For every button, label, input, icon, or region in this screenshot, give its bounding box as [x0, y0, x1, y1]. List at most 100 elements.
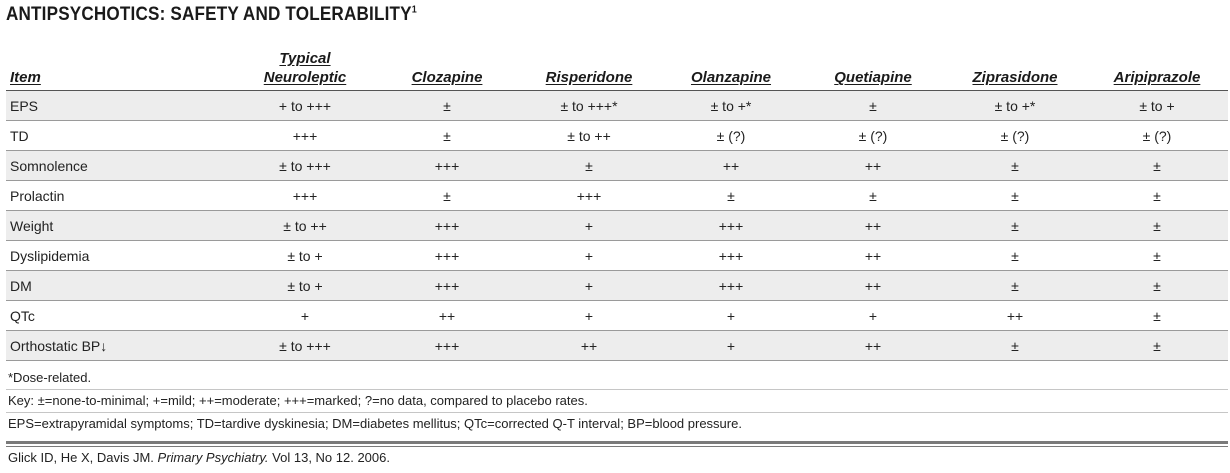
table-cell: + [518, 300, 660, 331]
table-cell: ± [944, 240, 1086, 271]
table-cell: ± [660, 180, 802, 211]
table-row: TD +++ ± ± to ++ ± (?) ± (?) ± (?) ± (?) [6, 120, 1228, 151]
table-cell: + [660, 330, 802, 361]
row-item-label: Somnolence [6, 150, 234, 181]
table-cell: ± [1086, 150, 1228, 181]
table-cell: ± to + [234, 270, 376, 301]
table-cell: ++ [802, 210, 944, 241]
table-cell: ± to ++ [518, 120, 660, 151]
table-cell: ± to +++ [234, 150, 376, 181]
header-typical-neuroleptic: Typical Neuroleptic [234, 38, 376, 91]
row-item-label: TD [6, 120, 234, 151]
table-cell: ± (?) [944, 120, 1086, 151]
table-cell: +++ [234, 180, 376, 211]
table-cell: ± [944, 180, 1086, 211]
table-cell: +++ [376, 270, 518, 301]
row-item-label: Orthostatic BP↓ [6, 330, 234, 361]
table-cell: +++ [376, 210, 518, 241]
table-title: ANTIPSYCHOTICS: SAFETY AND TOLERABILITY1 [6, 4, 417, 26]
header-olanzapine: Olanzapine [660, 38, 802, 91]
table-cell: ± [944, 270, 1086, 301]
header-row: Item Typical Neuroleptic Clozapine Risper… [6, 38, 1228, 91]
row-item-label: QTc [6, 300, 234, 331]
table-cell: ++ [802, 330, 944, 361]
table-cell: + [518, 210, 660, 241]
table-cell: +++ [660, 210, 802, 241]
table-cell: ± [944, 150, 1086, 181]
table-row: Somnolence ± to +++ +++ ± ++ ++ ± ± [6, 150, 1228, 181]
table-cell: ± to +* [944, 90, 1086, 121]
header-aripiprazole: Aripiprazole [1086, 38, 1228, 91]
citation: Glick ID, He X, Davis JM. Primary Psychi… [6, 447, 1228, 469]
table-cell: ± [802, 180, 944, 211]
table-cell: + [518, 270, 660, 301]
table-cell: ± [1086, 240, 1228, 271]
note-dose-related: *Dose-related. [6, 367, 1228, 390]
header-quetiapine: Quetiapine [802, 38, 944, 91]
table-cell: +++ [234, 120, 376, 151]
safety-table: Item Typical Neuroleptic Clozapine Risper… [6, 38, 1228, 361]
table-row: QTc + ++ + + + ++ ± [6, 300, 1228, 331]
table-cell: +++ [376, 330, 518, 361]
row-item-label: Dyslipidemia [6, 240, 234, 271]
table-cell: ± [802, 90, 944, 121]
table-cell: ++ [802, 270, 944, 301]
table-cell: + [234, 300, 376, 331]
table-cell: ± [518, 150, 660, 181]
table-cell: +++ [376, 150, 518, 181]
table-row: Dyslipidemia ± to + +++ + +++ ++ ± ± [6, 240, 1228, 271]
table-cell: +++ [660, 270, 802, 301]
title-text: ANTIPSYCHOTICS: SAFETY AND TOLERABILITY [6, 4, 412, 25]
table-cell: ± to +++* [518, 90, 660, 121]
row-item-label: DM [6, 270, 234, 301]
table-cell: ++ [376, 300, 518, 331]
table-row: Weight ± to ++ +++ + +++ ++ ± ± [6, 210, 1228, 241]
table-cell: ± [376, 180, 518, 211]
note-key: Key: ±=none-to-minimal; +=mild; ++=moder… [6, 390, 1228, 413]
header-risperidone: Risperidone [518, 38, 660, 91]
table-cell: + [518, 240, 660, 271]
table-cell: +++ [518, 180, 660, 211]
table-row: EPS + to +++ ± ± to +++* ± to +* ± ± to +* ± to… [6, 90, 1228, 121]
table-cell: ± to +* [660, 90, 802, 121]
table-cell: ± (?) [660, 120, 802, 151]
table-cell: ++ [660, 150, 802, 181]
table-cell: ± to + [1086, 90, 1228, 121]
table-cell: ++ [802, 150, 944, 181]
table-notes: *Dose-related. Key: ±=none-to-minimal; +… [6, 367, 1228, 469]
table-cell: ± [1086, 180, 1228, 211]
table-cell: + [802, 300, 944, 331]
table-cell: ++ [518, 330, 660, 361]
table-cell: +++ [376, 240, 518, 271]
header-clozapine: Clozapine [376, 38, 518, 91]
citation-journal: Primary Psychiatry. [157, 450, 269, 465]
table-cell: ± [944, 330, 1086, 361]
table-cell: + [660, 300, 802, 331]
table-cell: ± [1086, 270, 1228, 301]
table-cell: +++ [660, 240, 802, 271]
citation-details: Vol 13, No 12. 2006. [272, 450, 390, 465]
table-cell: ± [376, 90, 518, 121]
note-abbreviations: EPS=extrapyramidal symptoms; TD=tardive … [8, 416, 742, 431]
table-row: Prolactin +++ ± +++ ± ± ± ± [6, 180, 1228, 211]
table-cell: ± [1086, 300, 1228, 331]
table-body: EPS + to +++ ± ± to +++* ± to +* ± ± to +* ± to… [6, 90, 1228, 361]
table-cell: ± to +++ [234, 330, 376, 361]
table-cell: ± [1086, 330, 1228, 361]
divider [6, 441, 1228, 447]
table-cell: ± to + [234, 240, 376, 271]
row-item-label: EPS [6, 90, 234, 121]
table-cell: ++ [802, 240, 944, 271]
row-item-label: Weight [6, 210, 234, 241]
table-cell: ± (?) [1086, 120, 1228, 151]
table-cell: ± to ++ [234, 210, 376, 241]
row-item-label: Prolactin [6, 180, 234, 211]
table-cell: ± (?) [802, 120, 944, 151]
table-cell: ++ [944, 300, 1086, 331]
citation-authors: Glick ID, He X, Davis JM. [8, 450, 154, 465]
title-footnote-marker: 1 [411, 4, 417, 16]
table-cell: ± [1086, 210, 1228, 241]
table-cell: + to +++ [234, 90, 376, 121]
table-cell: ± [944, 210, 1086, 241]
